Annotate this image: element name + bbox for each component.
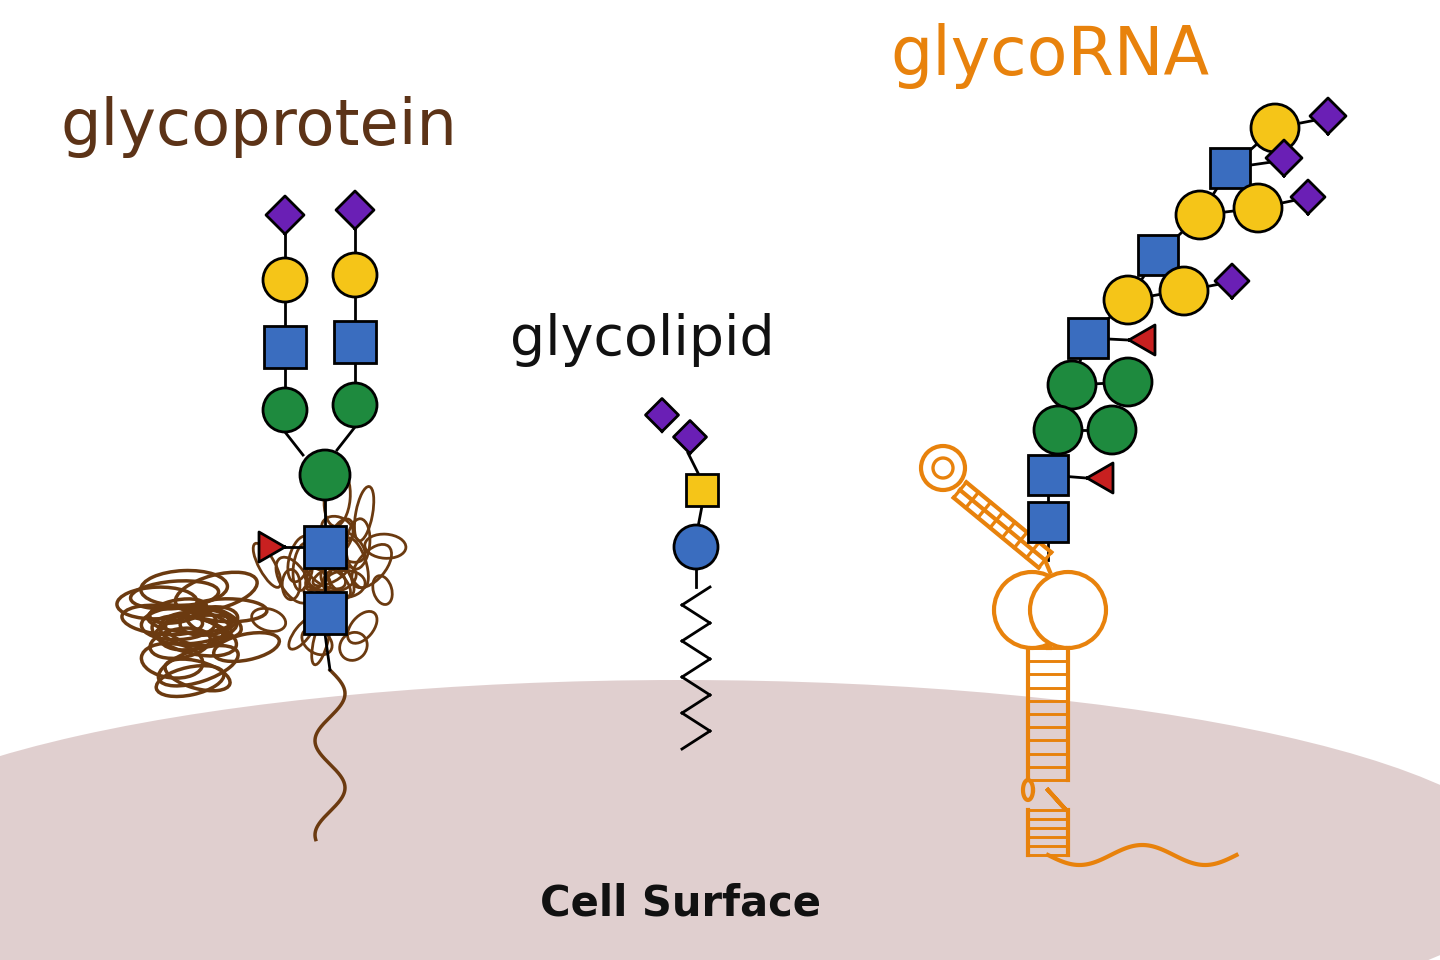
Bar — [264, 326, 305, 368]
Circle shape — [1234, 184, 1282, 232]
Text: glycolipid: glycolipid — [510, 313, 775, 367]
Bar — [1068, 318, 1107, 358]
Bar — [304, 592, 346, 634]
Polygon shape — [1087, 463, 1113, 493]
Circle shape — [933, 458, 953, 478]
Circle shape — [1089, 406, 1136, 454]
Circle shape — [1030, 572, 1106, 648]
Circle shape — [1034, 406, 1081, 454]
Text: glycoprotein: glycoprotein — [60, 96, 456, 158]
Bar — [1028, 502, 1068, 542]
Circle shape — [1104, 276, 1152, 324]
Polygon shape — [1129, 325, 1155, 355]
Circle shape — [1048, 361, 1096, 409]
Circle shape — [1176, 191, 1224, 239]
Polygon shape — [674, 420, 707, 453]
Bar — [685, 474, 719, 506]
Polygon shape — [1215, 264, 1248, 298]
Circle shape — [333, 383, 377, 427]
Circle shape — [1251, 104, 1299, 152]
Polygon shape — [336, 191, 374, 229]
Polygon shape — [259, 532, 285, 562]
Polygon shape — [645, 398, 678, 431]
Polygon shape — [266, 196, 304, 234]
Polygon shape — [1266, 140, 1302, 176]
Circle shape — [264, 258, 307, 302]
Circle shape — [674, 525, 719, 569]
Circle shape — [333, 253, 377, 297]
Ellipse shape — [0, 680, 1440, 960]
Text: Cell Surface: Cell Surface — [540, 882, 821, 924]
Circle shape — [264, 388, 307, 432]
Bar — [304, 526, 346, 568]
Polygon shape — [1310, 98, 1346, 134]
Polygon shape — [1292, 180, 1325, 214]
Text: glycoRNA: glycoRNA — [890, 23, 1210, 89]
Circle shape — [994, 572, 1070, 648]
Circle shape — [300, 450, 350, 500]
Bar — [1028, 455, 1068, 495]
Circle shape — [1104, 358, 1152, 406]
Circle shape — [1161, 267, 1208, 315]
Circle shape — [922, 446, 965, 490]
Bar — [1210, 148, 1250, 188]
Bar — [1138, 235, 1178, 275]
Bar — [334, 321, 376, 363]
